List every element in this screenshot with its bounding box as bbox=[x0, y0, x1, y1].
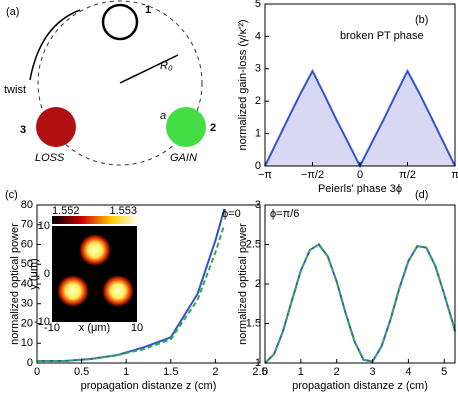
x-tick-label: −π bbox=[258, 169, 272, 181]
y-tick-label: 3 bbox=[255, 63, 261, 75]
y-tick-label: 0 bbox=[27, 357, 33, 369]
x-tick-label: −π/2 bbox=[301, 169, 324, 181]
x-tick-label: π/2 bbox=[399, 169, 416, 181]
annotation: broken PT phase bbox=[340, 30, 424, 42]
colorbar bbox=[52, 216, 137, 224]
y-tick-label: 80 bbox=[21, 199, 33, 211]
radius-label: R₀ bbox=[160, 60, 173, 72]
series-line bbox=[37, 224, 226, 363]
x-axis-label: Peierls' phase 3ϕ bbox=[318, 183, 402, 195]
panel-a: (a) 1 2 3 twist R₀ a LOSS GAIN bbox=[4, 0, 216, 166]
x-tick-label: 2.5 bbox=[252, 366, 267, 378]
y-tick-label: 2 bbox=[255, 278, 261, 290]
x-axis-label: propagation distanze z (cm) bbox=[81, 380, 217, 392]
panel-label: (a) bbox=[6, 6, 19, 18]
y-axis-label: normalized optical power bbox=[237, 223, 249, 345]
colorbar-label: 1.553 bbox=[109, 205, 137, 217]
y-tick-label: 60 bbox=[21, 238, 33, 250]
site-label: 3 bbox=[20, 124, 26, 136]
ring bbox=[37, 0, 203, 166]
x-tick-label: 0 bbox=[262, 366, 268, 378]
area bbox=[265, 71, 455, 166]
mode bbox=[79, 234, 111, 266]
panel-label: (d) bbox=[415, 189, 428, 201]
site bbox=[166, 107, 206, 147]
site bbox=[36, 107, 76, 147]
series-line bbox=[264, 243, 456, 364]
annotation: ϕ=π/6 bbox=[270, 208, 299, 220]
y-tick-label: 70 bbox=[21, 219, 33, 231]
mode bbox=[102, 275, 134, 307]
inset-y-tick-label: -10 bbox=[34, 316, 50, 328]
y-tick-label: 40 bbox=[21, 278, 33, 290]
site-label: 1 bbox=[145, 4, 151, 16]
colorbar-label: 1.552 bbox=[52, 205, 80, 217]
y-tick-label: 3 bbox=[255, 199, 261, 211]
site-label: 2 bbox=[210, 122, 216, 134]
x-tick-label: π bbox=[451, 169, 458, 181]
y-tick-label: 1.5 bbox=[246, 317, 261, 329]
plot-frame bbox=[264, 204, 456, 364]
y-tick-label: 20 bbox=[21, 317, 33, 329]
x-tick-label: 2 bbox=[334, 366, 340, 378]
x-tick-label: 0.5 bbox=[74, 366, 89, 378]
inset-x-tick-label: -10 bbox=[44, 322, 60, 334]
arrow bbox=[119, 54, 179, 84]
y-axis-label: normalized gain-loss (γ/κ'²) bbox=[237, 19, 249, 150]
y-tick-label: 5 bbox=[255, 0, 261, 10]
x-tick-label: 1 bbox=[123, 366, 129, 378]
site bbox=[101, 3, 139, 41]
x-tick-label: 1.5 bbox=[163, 366, 178, 378]
inset-y-tick-label: 10 bbox=[38, 220, 50, 232]
panel-label: (c) bbox=[5, 189, 18, 201]
y-axis-label: normalized optical power bbox=[9, 223, 21, 345]
annotation: ϕ=0 bbox=[222, 208, 241, 220]
site-radius-label: a bbox=[160, 110, 166, 122]
x-tick-label: 0 bbox=[357, 169, 363, 181]
x-tick-label: 4 bbox=[405, 366, 411, 378]
y-tick-label: 0 bbox=[255, 160, 261, 172]
chart: −π −π/2 0 π/2 π 0 1 2 3 4 5 Peierls' phase 3ϕ normal… bbox=[237, 0, 458, 195]
y-tick-label: 50 bbox=[21, 258, 33, 270]
inset: 1.552 1.553 -10 10 -10 0 10 x (μm) y (μm) bbox=[28, 205, 143, 334]
gain-label: GAIN bbox=[170, 152, 197, 164]
twist-label: twist bbox=[4, 84, 26, 96]
inset-x-tick-label: 10 bbox=[131, 322, 143, 334]
y-tick-label: 10 bbox=[21, 337, 33, 349]
mode bbox=[57, 275, 89, 307]
x-tick-label: 5 bbox=[441, 366, 447, 378]
panel-label: (b) bbox=[415, 14, 428, 26]
y-tick-label: 1 bbox=[255, 128, 261, 140]
x-tick-label: 1 bbox=[298, 366, 304, 378]
x-axis-label: propagation distanze z (cm) bbox=[292, 380, 428, 392]
y-tick-label: 4 bbox=[255, 30, 261, 42]
inset-x-label: x (μm) bbox=[79, 322, 110, 334]
x-tick-label: 3 bbox=[369, 366, 375, 378]
y-tick-label: 1 bbox=[255, 357, 261, 369]
loss-label: LOSS bbox=[35, 152, 65, 164]
inset-y-label: y (μm) bbox=[28, 258, 40, 289]
y-tick-label: 2 bbox=[255, 95, 261, 107]
inset-y-tick-label: 0 bbox=[44, 268, 50, 280]
x-tick-label: 2 bbox=[212, 366, 218, 378]
arrow bbox=[29, 9, 81, 81]
y-tick-label: 30 bbox=[21, 298, 33, 310]
y-tick-label: 2.5 bbox=[246, 238, 261, 250]
chart: 0 0.5 1 1.5 2 2.501020304050607080propagation… bbox=[5, 189, 268, 392]
series-line bbox=[264, 243, 456, 364]
x-tick-label: 0 bbox=[34, 366, 40, 378]
